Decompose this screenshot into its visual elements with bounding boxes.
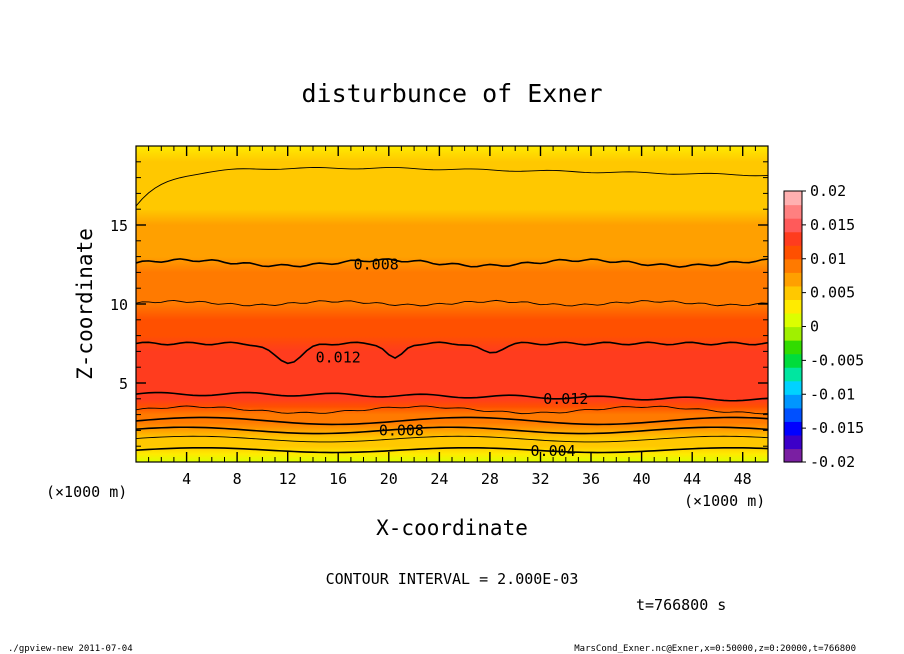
contour-interval: CONTOUR INTERVAL = 2.000E-03 (326, 570, 579, 588)
colorbar-swatch (784, 353, 802, 368)
x-tick-label: 20 (380, 470, 398, 488)
x-axis: 4 8 12 16 20 24 28 32 36 40 44 48 (148, 146, 756, 488)
colorbar-label: 0.02 (810, 182, 846, 200)
colorbar-swatch (784, 285, 802, 300)
colorbar-swatch (784, 204, 802, 219)
x-axis-label: X-coordinate (376, 516, 528, 540)
colorbar-swatch (784, 407, 802, 422)
x-tick-label: 4 (182, 470, 191, 488)
x-tick-label: 36 (582, 470, 600, 488)
y-tick-label: 10 (110, 296, 128, 314)
colorbar-label: -0.01 (810, 385, 855, 403)
colorbar-swatch (784, 245, 802, 260)
contour-line (136, 405, 768, 415)
colorbar: 0.02 0.015 0.01 0.005 0 -0.005 -0.01 -0.015 -0.0… (783, 182, 864, 471)
colorbar-swatch (784, 367, 802, 382)
contour-label: 0.012 (316, 349, 361, 367)
contour-line (136, 299, 768, 307)
colorbar-swatch (784, 434, 802, 450)
colorbar-swatch (784, 231, 802, 246)
colorbar-label: -0.005 (810, 351, 864, 369)
colorbar-swatch (784, 312, 802, 328)
contour-label: 0.008 (379, 421, 424, 439)
colorbar-swatch (784, 448, 802, 463)
y-axis-label: Z-coordinate (73, 228, 97, 380)
chart-title: disturbunce of Exner (301, 79, 602, 108)
colorbar-swatch (784, 394, 802, 409)
contour-label: 0.004 (531, 442, 576, 460)
colorbar-label: 0.005 (810, 284, 855, 302)
colorbar-swatch (784, 299, 802, 314)
colorbar-swatch (784, 380, 802, 395)
contour-lines (136, 166, 768, 454)
contour-line (136, 166, 768, 207)
colorbar-label: 0 (810, 318, 819, 336)
contour-line (136, 341, 768, 365)
x-tick-label: 8 (233, 470, 242, 488)
x-tick-label: 32 (531, 470, 549, 488)
x-tick-label: 44 (683, 470, 701, 488)
colorbar-label: -0.02 (810, 453, 855, 471)
colorbar-label: -0.015 (810, 419, 864, 437)
contour-line (136, 426, 768, 435)
x-unit-left: (×1000 m) (46, 483, 127, 501)
colorbar-swatch (784, 258, 802, 273)
colorbar-label: 0.015 (810, 216, 855, 234)
colorbar-swatch (784, 340, 802, 355)
x-tick-label: 24 (430, 470, 448, 488)
colorbar-swatch (784, 218, 802, 233)
y-tick-label: 15 (110, 217, 128, 235)
y-axis: 5 10 15 (110, 161, 768, 447)
contour-line (136, 446, 768, 454)
footer-right: MarsCond_Exner.nc@Exner,x=0:50000,z=0:20… (574, 644, 856, 654)
plot-area: 0.008 0.012 0.012 0.008 0.004 (136, 146, 768, 462)
colorbar-swatch (784, 272, 802, 287)
colorbar-swatch (784, 421, 802, 436)
x-tick-label: 40 (633, 470, 651, 488)
colorbar-swatch (784, 191, 802, 206)
y-tick-label: 5 (119, 375, 128, 393)
contour-line (136, 258, 768, 268)
x-tick-label: 28 (481, 470, 499, 488)
x-tick-label: 12 (279, 470, 297, 488)
x-tick-label: 48 (734, 470, 752, 488)
contour-label: 0.012 (543, 390, 588, 408)
contour-labels: 0.008 0.012 0.012 0.008 0.004 (316, 256, 589, 460)
footer-left: ./gpview-new 2011-07-04 (8, 644, 133, 654)
colorbar-label: 0.01 (810, 250, 846, 268)
colorbar-swatch (784, 326, 802, 341)
x-tick-label: 16 (329, 470, 347, 488)
contour-line (136, 435, 768, 443)
x-unit-right: (×1000 m) (684, 492, 765, 510)
contour-line (136, 416, 768, 426)
contour-line (136, 391, 768, 402)
time-label: t=766800 s (636, 596, 726, 614)
contour-label: 0.008 (354, 256, 399, 274)
